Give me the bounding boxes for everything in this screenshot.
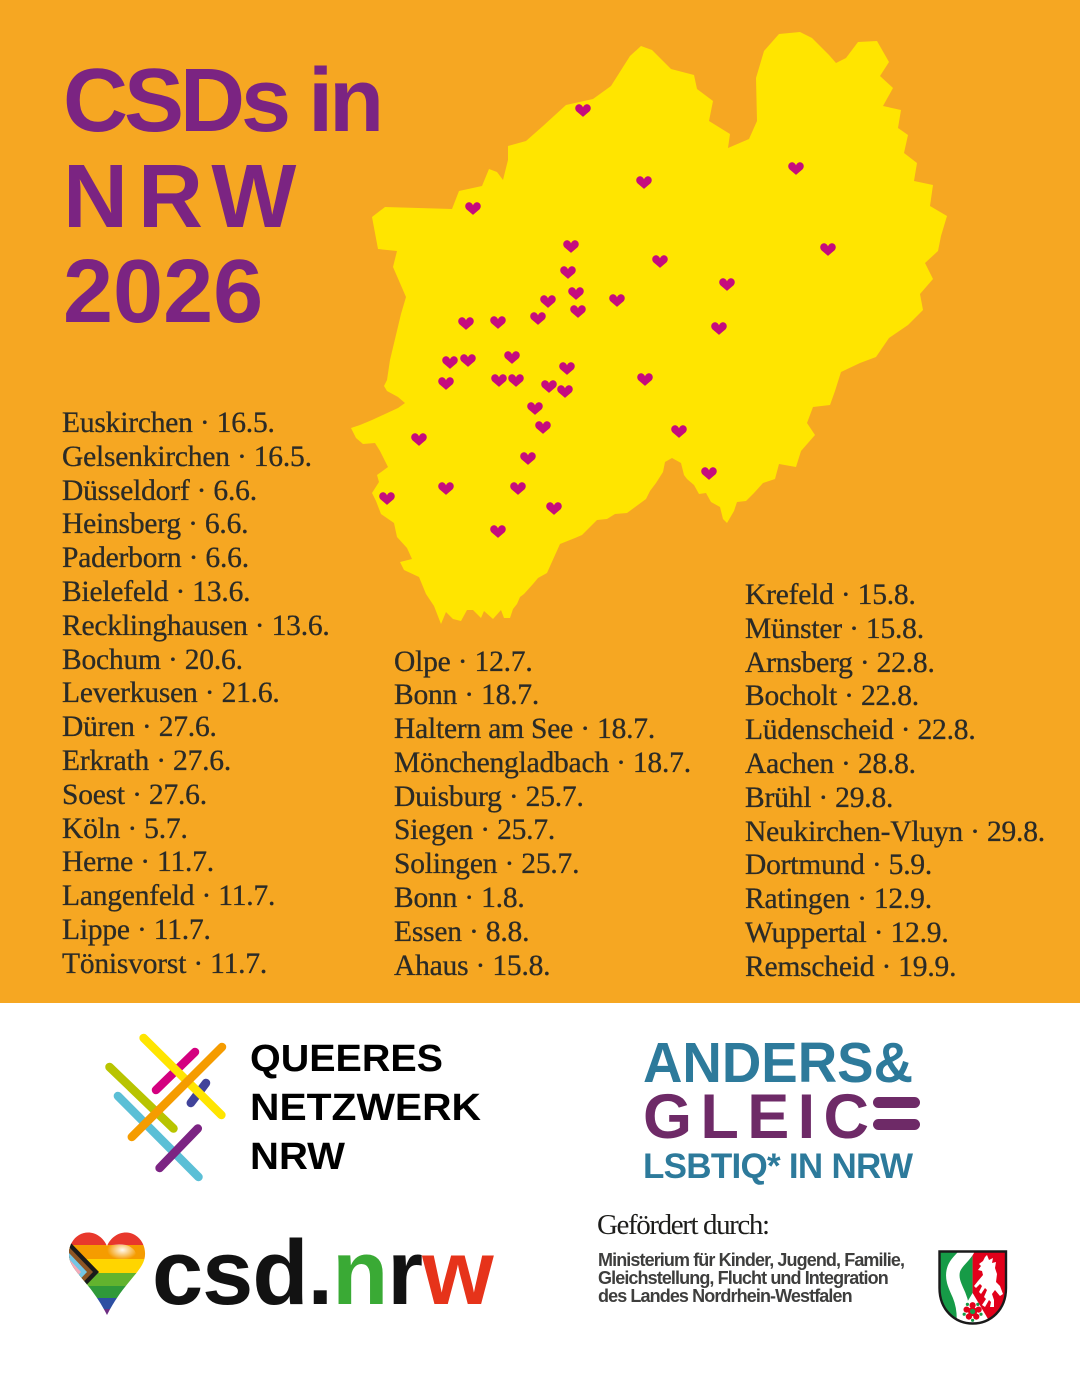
svg-text:NETZWERK: NETZWERK xyxy=(250,1087,482,1129)
svg-text:QUEERES: QUEERES xyxy=(250,1038,443,1080)
svg-text:ANDERS&: ANDERS& xyxy=(643,1031,913,1095)
svg-text:NRW: NRW xyxy=(250,1136,345,1178)
svg-text:LSBTIQ* IN NRW: LSBTIQ* IN NRW xyxy=(643,1147,913,1186)
svg-text:GLEIC: GLEIC xyxy=(643,1082,869,1152)
